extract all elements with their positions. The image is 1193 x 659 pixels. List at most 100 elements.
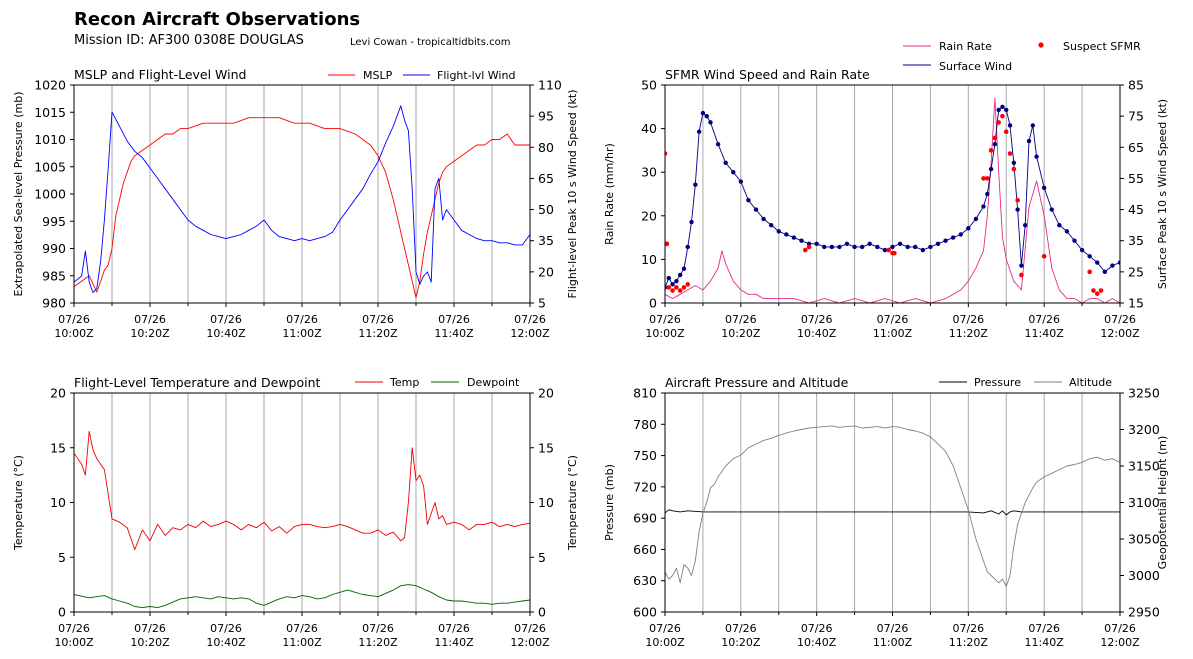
series-group-pres — [665, 425, 1120, 587]
point-surface-wind — [700, 110, 706, 116]
point-surface-wind — [665, 285, 668, 290]
legend-surface-wind-label: Surface Wind — [939, 60, 1012, 73]
x-tick-label: 07/26 10:00Z — [645, 622, 685, 649]
y-tick-label-left: 630 — [633, 573, 657, 588]
point-suspect-sfmr — [1011, 166, 1017, 172]
point-surface-wind — [875, 244, 880, 250]
x-tick-label: 07/26 11:40Z — [434, 313, 474, 340]
point-surface-wind — [844, 241, 850, 247]
point-suspect-sfmr — [681, 285, 687, 290]
point-surface-wind — [674, 279, 679, 284]
x-tick-label-line: 07/26 — [1028, 622, 1060, 635]
point-surface-wind — [852, 244, 857, 250]
point-surface-wind — [715, 141, 721, 147]
credit: Levi Cowan - tropicaltidbits.com — [350, 37, 510, 48]
y-tick-label-right: 3250 — [1128, 386, 1160, 401]
point-surface-wind — [689, 219, 694, 225]
point-suspect-sfmr — [1000, 113, 1005, 119]
x-tick-label-line: 10:40Z — [206, 327, 246, 340]
point-surface-wind — [890, 244, 895, 250]
x-tick-label-line: 11:20Z — [358, 636, 398, 649]
point-surface-wind — [768, 222, 774, 228]
y-tick-label-right: 75 — [1128, 109, 1144, 124]
y-tick-label-left: 750 — [633, 448, 657, 463]
point-suspect-sfmr — [677, 288, 683, 293]
x-tick-label-line: 07/26 — [952, 622, 984, 635]
x-tick-label: 07/26 10:20Z — [721, 313, 761, 340]
point-surface-wind — [1087, 254, 1092, 259]
point-suspect-sfmr — [886, 247, 892, 253]
point-surface-wind — [1011, 160, 1017, 166]
legend-dewpoint-label: Dewpoint — [467, 376, 520, 389]
y-tick-label-left: 810 — [633, 386, 657, 401]
y-tick-label-left: 980 — [42, 296, 66, 311]
point-surface-wind — [943, 238, 948, 243]
x-tick-label-line: 10:20Z — [130, 636, 170, 649]
y-tick-label-left: 780 — [633, 417, 657, 432]
y-tick-label-left: 990 — [42, 241, 66, 256]
panel-temp: Flight-Level Temperature and Dewpoint Te… — [74, 375, 520, 390]
y-tick-label-right: 45 — [1128, 202, 1144, 217]
y-tick-label-right: 95 — [538, 109, 554, 124]
point-surface-wind — [696, 129, 702, 134]
point-surface-wind — [981, 204, 986, 209]
point-suspect-sfmr — [1091, 288, 1096, 293]
point-surface-wind — [1007, 123, 1013, 128]
y-tick-label-left: 5 — [58, 550, 66, 565]
point-suspect-sfmr — [1087, 269, 1092, 275]
y-tick-label-left: 20 — [50, 386, 66, 401]
x-tick-label-line: 10:40Z — [797, 636, 837, 649]
series-temp-line — [74, 430, 530, 551]
x-tick-label: 07/26 11:00Z — [873, 313, 913, 340]
y-tick-label-right: 50 — [538, 202, 554, 217]
point-surface-wind — [704, 113, 709, 119]
y-tick-label-left: 1005 — [34, 159, 66, 174]
y-axis-label-right: Flight-level Peak 10 s Wind Speed (kt) — [566, 89, 579, 298]
legend-temp-label: Temp — [389, 376, 419, 389]
point-surface-wind — [738, 179, 744, 184]
x-tick-label-line: 07/26 — [1104, 313, 1136, 326]
x-tick-label: 07/26 11:00Z — [873, 622, 913, 649]
y-axis-label-right: Temperature (°C) — [566, 455, 579, 551]
point-surface-wind — [966, 226, 971, 231]
y-tick-label-right: 35 — [1128, 233, 1144, 248]
y-tick-label-right: 55 — [1128, 171, 1144, 186]
x-tick-label-line: 07/26 — [362, 313, 394, 326]
series-rain-rate-line — [665, 97, 1120, 303]
point-surface-wind — [973, 216, 979, 222]
x-tick-label-line: 07/26 — [649, 313, 681, 326]
point-suspect-sfmr — [806, 244, 812, 250]
x-tick-label: 07/26 11:40Z — [1025, 622, 1065, 649]
panel-wind: MSLP and Flight-Level Wind MSLP Flight-l… — [74, 67, 515, 82]
point-surface-wind — [814, 241, 819, 247]
y-axis-label-left: Pressure (mb) — [603, 464, 616, 541]
point-surface-wind — [905, 244, 910, 250]
x-tick-label: 07/26 10:40Z — [206, 313, 246, 340]
x-tick-label: 07/26 10:40Z — [206, 622, 246, 649]
y-tick-label-right: 80 — [538, 140, 554, 155]
y-tick-label-right: 3150 — [1128, 459, 1160, 474]
legend-temp: Temp — [355, 376, 419, 389]
point-surface-wind — [723, 160, 728, 166]
x-tick-label-line: 07/26 — [952, 313, 984, 326]
x-tick-label-line: 07/26 — [1028, 313, 1060, 326]
series-surface-wind-line — [665, 106, 1120, 288]
x-tick-label-line: 12:00Z — [510, 636, 550, 649]
x-tick-label-line: 07/26 — [362, 622, 394, 635]
y-tick-label-right: 65 — [538, 171, 554, 186]
y-tick-label-left: 690 — [633, 511, 657, 526]
x-tick-label-line: 07/26 — [438, 622, 470, 635]
point-suspect-sfmr — [1019, 272, 1024, 278]
point-surface-wind — [1117, 260, 1120, 265]
point-suspect-sfmr — [1098, 288, 1104, 293]
point-surface-wind — [677, 272, 683, 278]
y-tick-label-left: 50 — [641, 78, 657, 93]
x-tick-label-line: 07/26 — [58, 622, 90, 635]
x-tick-label-line: 11:20Z — [949, 327, 989, 340]
x-tick-label: 07/26 10:20Z — [130, 313, 170, 340]
point-surface-wind — [1041, 185, 1047, 190]
x-tick-label-line: 12:00Z — [1100, 327, 1140, 340]
point-suspect-sfmr — [996, 120, 1001, 125]
